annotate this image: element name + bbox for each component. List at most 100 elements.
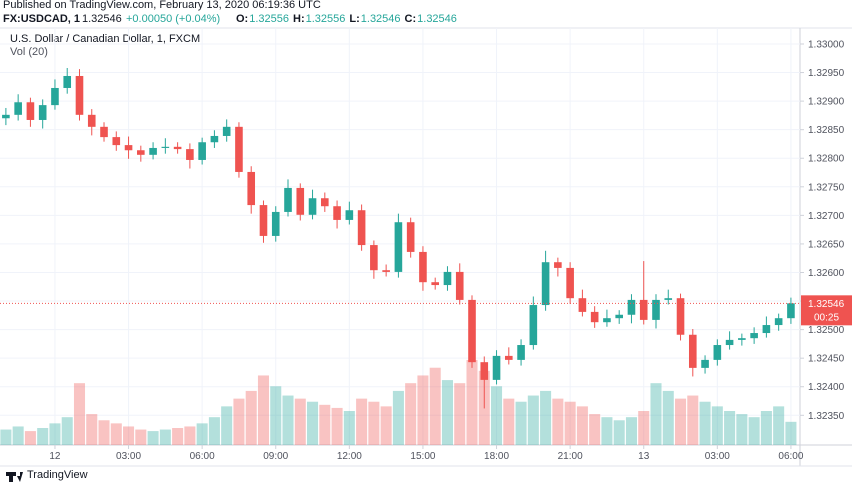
x-tick-label: 03:00 [116, 451, 141, 462]
ohlc-key: C: [405, 13, 417, 25]
candle-body [161, 146, 170, 148]
volume-bar [135, 429, 147, 445]
candle-body [590, 311, 599, 323]
candle-body [186, 149, 194, 160]
ohlc-value: 1.32556 [249, 13, 289, 25]
candle-body [713, 345, 722, 360]
volume-bar [331, 407, 343, 445]
volume-bar [564, 401, 576, 445]
candles [2, 67, 795, 409]
volume-bar [650, 383, 662, 445]
candle-body [676, 298, 685, 335]
volume-bar [196, 423, 208, 445]
candle-body [750, 333, 758, 339]
logo-icon [6, 472, 23, 482]
y-tick-label: 1.32900 [808, 97, 845, 108]
countdown: 00:25 [814, 312, 839, 323]
candle-body [480, 362, 489, 380]
volume-bar [576, 406, 588, 445]
candle-body [87, 114, 96, 127]
y-tick-label: 1.32850 [808, 125, 845, 136]
volume-bar [0, 429, 12, 445]
volume-bar [12, 426, 24, 445]
logo: TradingView [6, 469, 88, 482]
published-line: Published on TradingView.com, February 1… [3, 0, 321, 11]
candle-body [137, 150, 145, 155]
symbol-line: FX:USDCAD, 1 1.32546 +0.00050 (+0.04%) [3, 13, 220, 25]
candle-body [517, 345, 525, 360]
candle-body [51, 87, 59, 106]
volume-bar [466, 360, 478, 445]
candle-body [627, 299, 636, 315]
candle-body [112, 137, 121, 146]
candle-body [504, 355, 513, 360]
volume-label: Vol (20) [10, 46, 48, 58]
brand: TradingView [27, 469, 88, 481]
candle-body [357, 210, 366, 246]
candle-body [296, 187, 305, 215]
candle-body [247, 171, 256, 206]
y-tick-label: 1.32650 [808, 239, 845, 250]
symbol: FX:USDCAD, 1 [3, 13, 80, 25]
candle-body [762, 325, 771, 334]
volume-bar [454, 383, 466, 445]
candle-body [431, 282, 440, 286]
volume-bar [773, 406, 785, 445]
volume-bar [61, 417, 73, 445]
volume-bar [699, 401, 711, 445]
x-tick-label: 06:00 [190, 451, 215, 462]
candle-body [308, 198, 317, 215]
candle-body [455, 271, 464, 300]
candle-body [603, 318, 611, 323]
volume-bar [785, 421, 797, 445]
last-price: 1.32546 [82, 13, 122, 25]
candle-body [639, 299, 648, 320]
x-tick-label: 06:00 [778, 451, 803, 462]
candle-body [149, 147, 157, 155]
volume-bar [613, 420, 625, 445]
volume-bar [429, 367, 441, 445]
x-tick-label: 13 [638, 451, 650, 462]
candle-body [370, 245, 378, 271]
volume-bar [343, 411, 355, 445]
candle-body [321, 198, 329, 207]
volume-bar [503, 398, 515, 445]
volume-bar [98, 420, 110, 445]
candle-body [774, 318, 783, 326]
volume-bar [184, 426, 196, 445]
volume-bar [724, 411, 736, 445]
candle-body [529, 305, 538, 346]
volume-bar [37, 428, 49, 445]
volume-bar [589, 414, 601, 445]
candle-body [75, 75, 84, 115]
candle-body [725, 339, 734, 346]
x-tick-label: 21:00 [558, 451, 583, 462]
ohlc-key: H: [293, 13, 305, 25]
x-tick-label: 12 [49, 451, 61, 462]
candle-body [615, 314, 623, 319]
volume-bar [208, 417, 220, 445]
volume-bar [282, 395, 294, 445]
candle-body [14, 102, 22, 115]
y-tick-label: 1.32400 [808, 382, 845, 393]
ohlc-value: 1.32546 [361, 13, 401, 25]
change: +0.00050 (+0.04%) [126, 13, 220, 25]
volume-bar [760, 411, 772, 445]
candle-body [173, 146, 182, 150]
volume-bar [662, 390, 674, 445]
y-tick-label: 1.32950 [808, 68, 845, 79]
ohlc-key: L: [349, 13, 359, 25]
volume-bar [638, 411, 650, 445]
volume-bar [527, 395, 539, 445]
volume-bar [540, 390, 552, 445]
x-tick-label: 09:00 [263, 451, 288, 462]
volume-bar [307, 401, 319, 445]
candle-body [652, 299, 660, 320]
volume-bar [147, 431, 159, 445]
candle-body [468, 299, 476, 363]
volume-bar [687, 395, 699, 445]
volume-bar [491, 386, 503, 445]
y-tick-label: 1.32600 [808, 268, 845, 279]
